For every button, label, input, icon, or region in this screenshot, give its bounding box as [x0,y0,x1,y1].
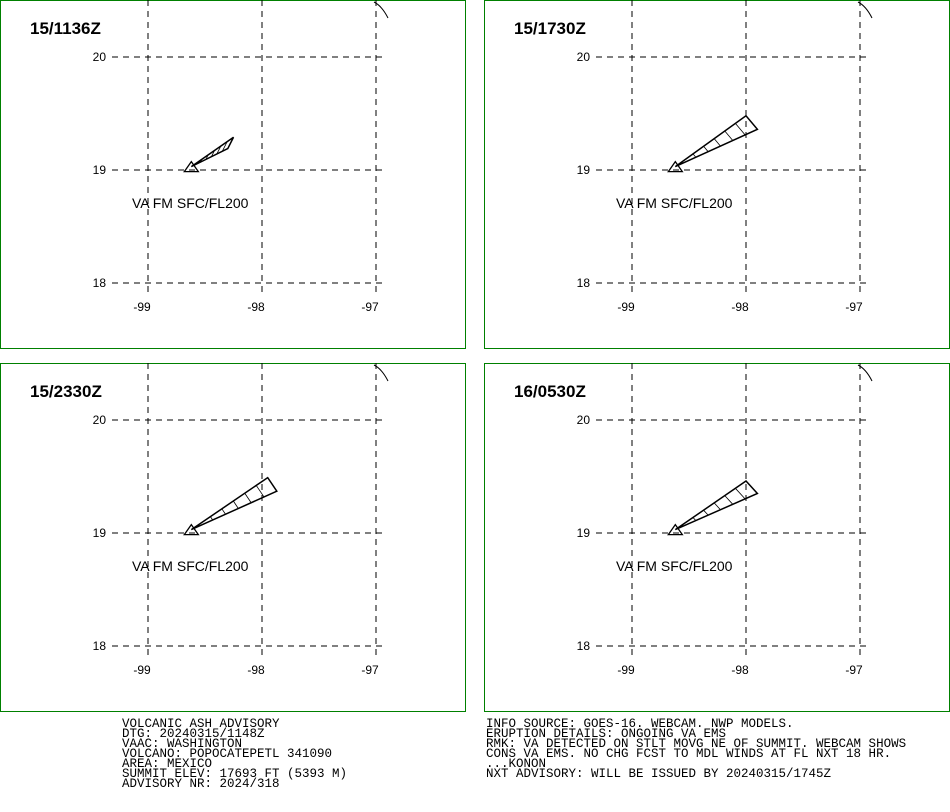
ash-hatch [724,130,734,141]
lon-tick-label: -97 [361,663,379,677]
footer-line: CONS VA EMS. NO CHG FCST TO MDL WINDS AT… [486,747,891,761]
ash-cloud [674,480,759,531]
ash-hatch [205,154,209,160]
ash-hatch [221,508,226,515]
map-panel: 20 19 18 -99 -98 -97 15/2330Z VA FM SFC/FL200 [0,363,466,712]
lon-tick-label: -98 [731,663,749,677]
lat-tick-label: 20 [93,50,107,64]
coast-arc [857,364,873,382]
map-panel: 20 19 18 -99 -98 -97 16/0530Z VA FM SFC/FL200 [484,363,950,712]
panel-time: 15/1730Z [514,19,586,38]
map-panel: 20 19 18 -99 -98 -97 15/1136Z VA FM SFC/FL200 [0,0,466,349]
lat-tick-label: 18 [93,639,107,653]
lon-tick-label: -99 [617,663,635,677]
lon-tick-label: -99 [133,300,151,314]
ash-hatch [692,517,697,521]
panel-border [484,0,950,349]
ash-hatch [255,485,265,498]
lat-tick-label: 19 [577,163,591,177]
panel-border [484,363,950,712]
coast-arc [373,1,389,19]
lon-tick-label: -98 [247,663,265,677]
footer-line: VOLCANO: POPOCATEPETL 341090 [122,747,332,761]
footer-right: INFO SOURCE: GOES-16. WEBCAM. NWP MODELS… [486,717,906,781]
ash-hatch [713,502,721,510]
footer-line: INFO SOURCE: GOES-16. WEBCAM. NWP MODELS… [486,717,794,731]
va-label: VA FM SFC/FL200 [616,558,733,574]
footer-line: ...KONON [486,757,546,771]
ash-hatch [735,123,746,136]
lat-tick-label: 18 [93,276,107,290]
va-label: VA FM SFC/FL200 [616,195,733,211]
ash-hatch [692,153,697,158]
lat-tick-label: 20 [93,413,107,427]
va-label: VA FM SFC/FL200 [132,558,249,574]
footer-line: ERUPTION DETAILS: ONGOING VA EMS [486,727,726,741]
volcano-symbol [183,160,200,173]
volcano-symbol [183,523,200,536]
ash-hatch [200,159,203,163]
ash-hatch [216,145,222,155]
lat-tick-label: 20 [577,50,591,64]
footer-line: VOLCANIC ASH ADVISORY [122,717,280,731]
lat-tick-label: 18 [577,639,591,653]
ash-hatch [713,138,721,147]
footer-line: SUMMIT ELEV: 17693 FT (5393 M) [122,767,347,781]
ash-hatch [703,509,709,516]
map-panel: 20 19 18 -99 -98 -97 15/1730Z VA FM SFC/FL200 [484,0,950,349]
volcano-symbol [667,160,684,173]
ash-hatch [724,495,734,505]
lon-tick-label: -99 [617,300,635,314]
ash-cloud [190,476,278,531]
footer-line: RMK: VA DETECTED ON STLT MOVG NE OF SUMM… [486,737,906,751]
lon-tick-label: -97 [361,300,379,314]
lat-tick-label: 19 [93,526,107,540]
panel-time: 15/2330Z [30,382,102,401]
panel-time: 15/1136Z [30,19,101,38]
ash-hatch [244,493,252,503]
footer-line: NXT ADVISORY: WILL BE ISSUED BY 20240315… [486,767,832,781]
ash-hatch [221,141,228,152]
ash-cloud [674,114,759,168]
lat-tick-label: 19 [93,163,107,177]
lat-tick-label: 18 [577,276,591,290]
lat-tick-label: 19 [577,526,591,540]
ash-cloud [190,136,235,168]
volcano-symbol [667,523,684,536]
lon-tick-label: -98 [731,300,749,314]
panel-border [0,0,466,349]
panel-border [0,363,466,712]
footer-line: DTG: 20240315/1148Z [122,727,265,741]
footer-line: VAAC: WASHINGTON [122,737,242,751]
lon-tick-label: -98 [247,300,265,314]
footer-line: AREA: MEXICO [122,757,212,771]
ash-hatch [232,500,239,509]
panel-time: 16/0530Z [514,382,586,401]
lon-tick-label: -99 [133,663,151,677]
lat-tick-label: 20 [577,413,591,427]
lon-tick-label: -97 [845,663,863,677]
lon-tick-label: -97 [845,300,863,314]
ash-hatch [210,516,214,521]
coast-arc [857,1,873,19]
coast-arc [373,364,389,382]
footer-line: ADVISORY NR: 2024/318 [122,777,280,791]
ash-hatch [735,488,746,500]
ash-hatch [211,150,215,157]
va-label: VA FM SFC/FL200 [132,195,249,211]
ash-hatch [703,146,709,152]
